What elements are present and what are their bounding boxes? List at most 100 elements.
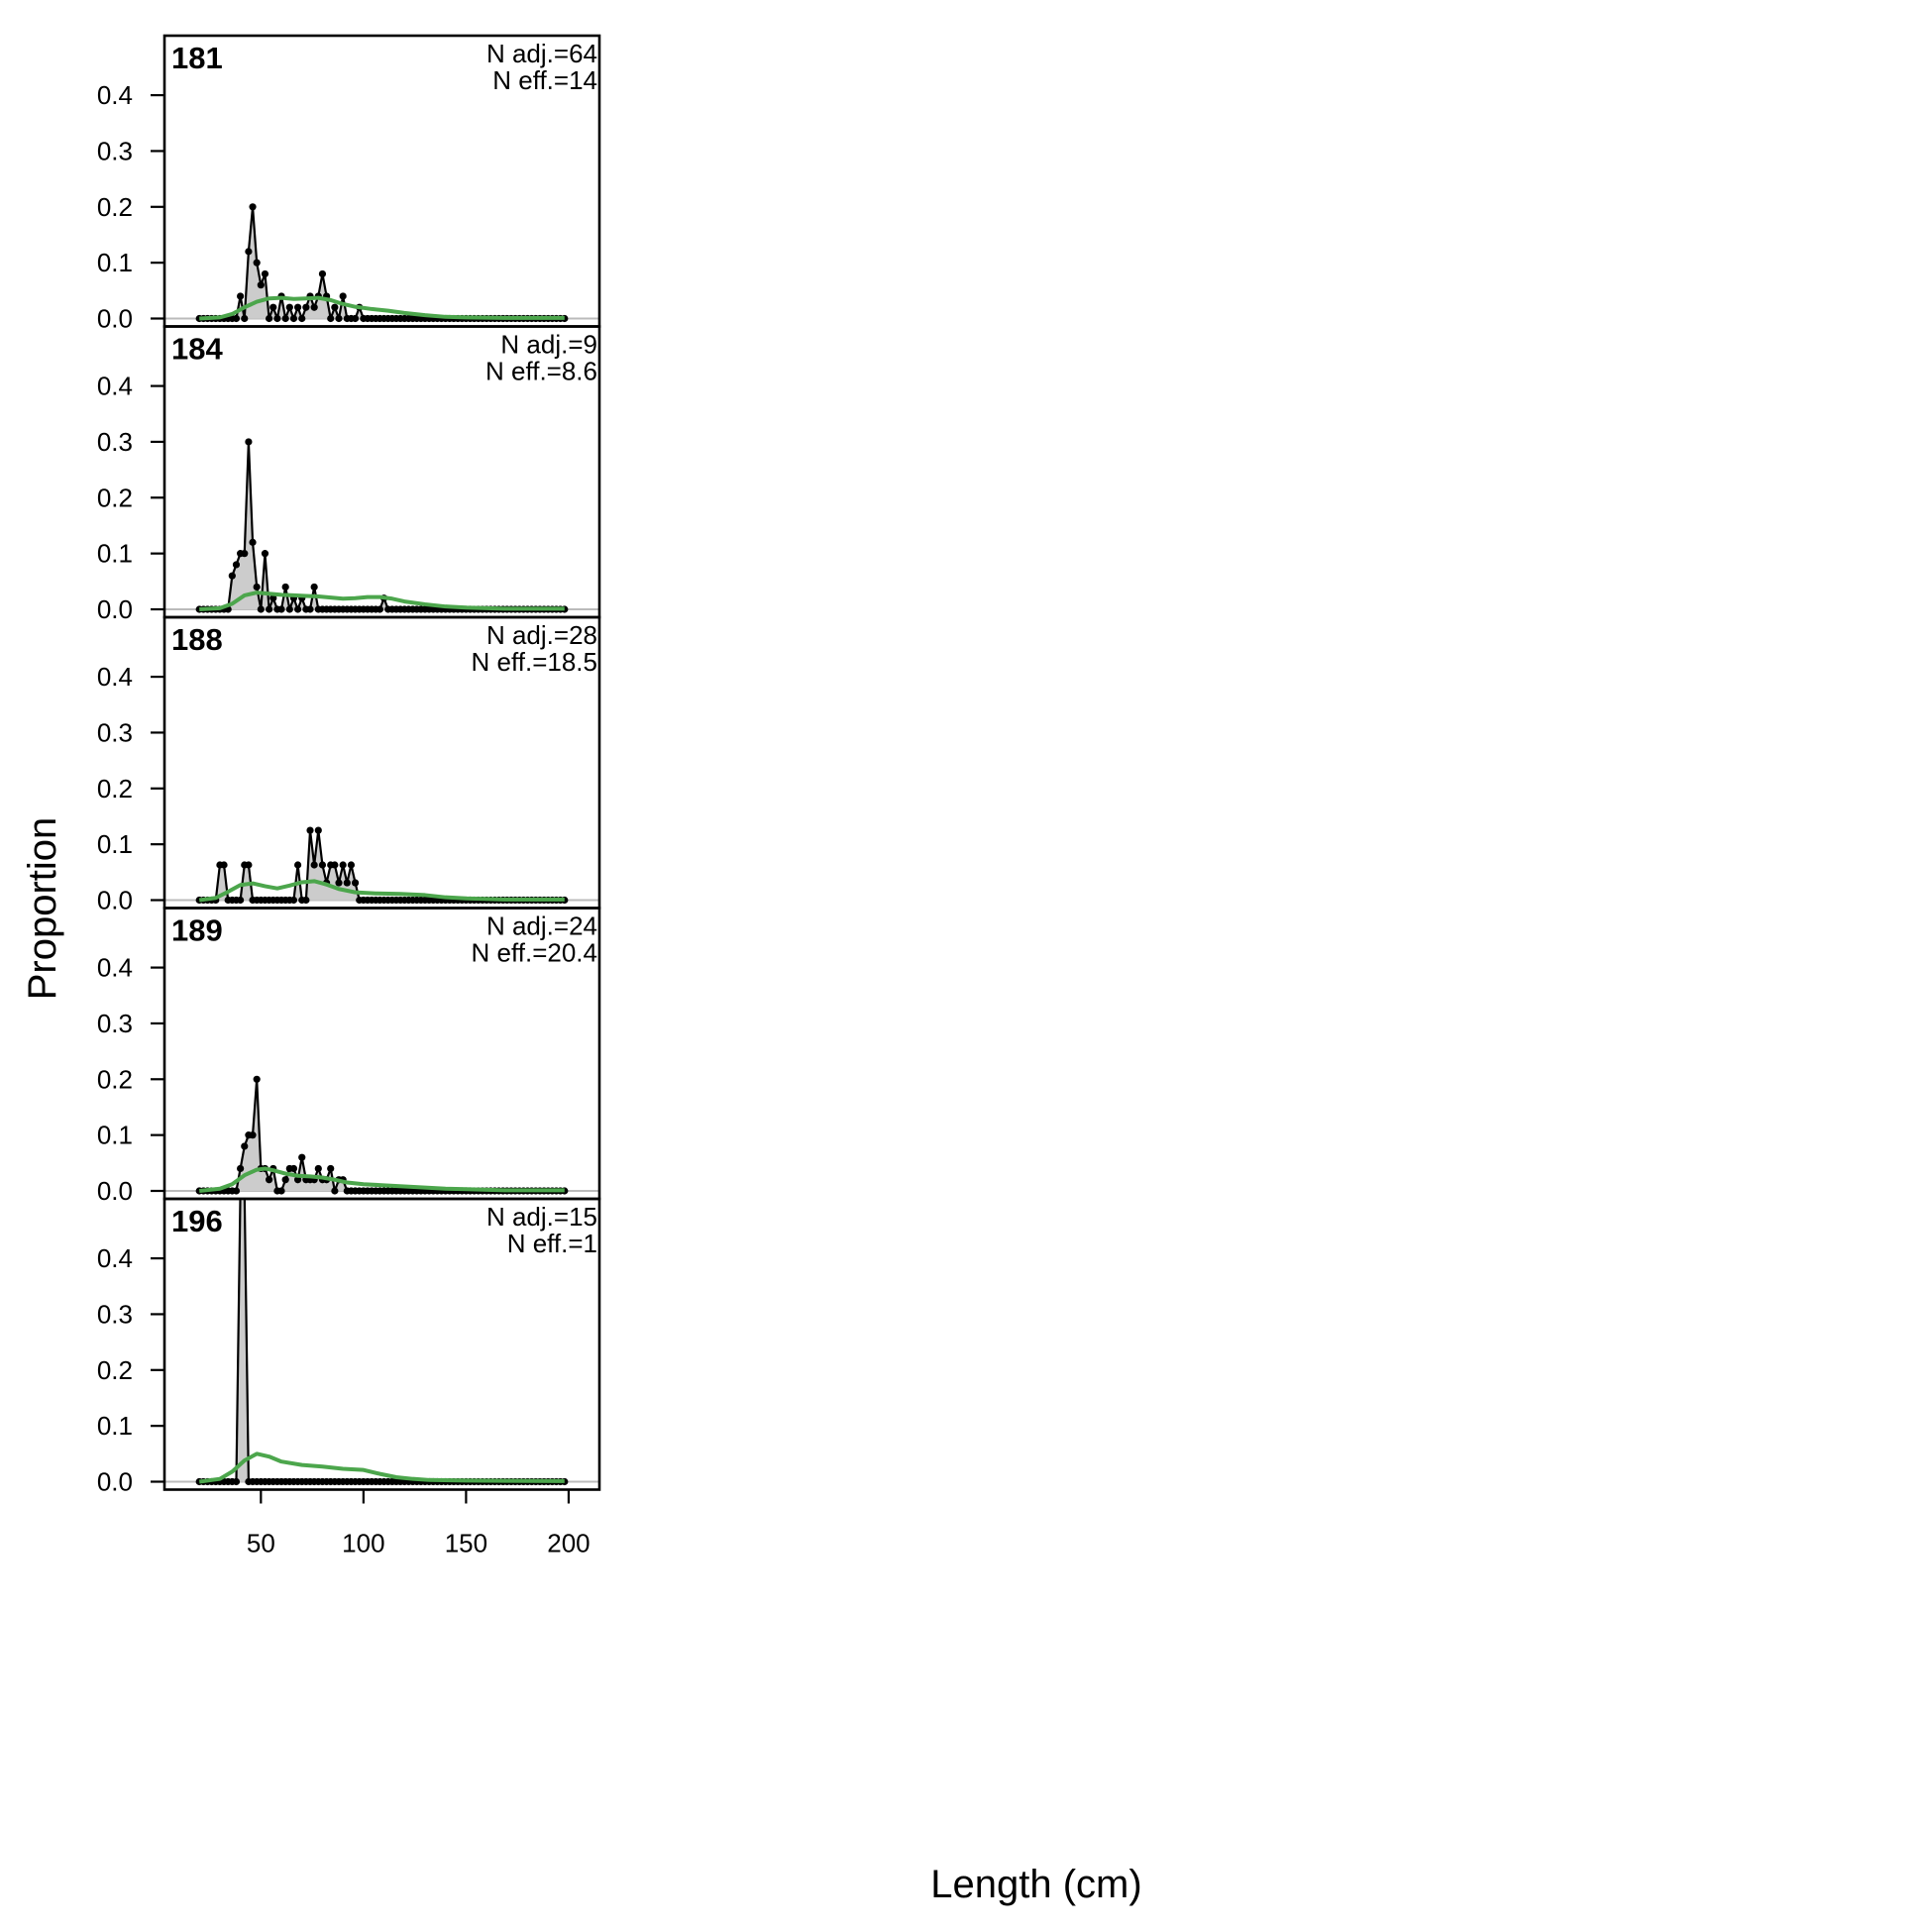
observed-point bbox=[339, 292, 347, 300]
y-tick-label: 0.4 bbox=[97, 372, 133, 401]
panel-plot-area bbox=[164, 1199, 599, 1486]
y-tick-label: 0.3 bbox=[97, 1299, 133, 1329]
observed-point bbox=[241, 550, 249, 558]
observed-point bbox=[298, 314, 306, 323]
y-tick-label: 0.1 bbox=[97, 1411, 133, 1441]
observed-point bbox=[249, 1131, 257, 1139]
observed-area bbox=[199, 441, 565, 609]
n-eff-label: N eff.=8.6 bbox=[485, 357, 597, 386]
observed-point bbox=[237, 1164, 245, 1173]
n-adj-label: N adj.=28 bbox=[486, 620, 597, 650]
y-tick-label: 0.1 bbox=[97, 1121, 133, 1150]
n-eff-label: N eff.=18.5 bbox=[472, 647, 597, 677]
observed-point bbox=[232, 561, 241, 569]
y-tick-label: 0.3 bbox=[97, 717, 133, 747]
observed-point bbox=[232, 1187, 241, 1195]
y-tick-label: 0.3 bbox=[97, 136, 133, 165]
y-tick-label: 0.0 bbox=[97, 886, 133, 915]
panel-label: 189 bbox=[171, 913, 223, 948]
observed-point bbox=[281, 1176, 289, 1184]
observed-point bbox=[335, 879, 343, 887]
observed-point bbox=[249, 203, 257, 211]
y-tick-label: 0.1 bbox=[97, 248, 133, 277]
panel-label: 181 bbox=[171, 41, 223, 75]
n-adj-label: N adj.=24 bbox=[486, 912, 597, 941]
y-tick-label: 0.0 bbox=[97, 1176, 133, 1206]
observed-point bbox=[306, 826, 314, 834]
y-tick-label: 0.2 bbox=[97, 1064, 133, 1094]
panel-181: 0.0 0.1 0.2 0.3 0.4 181 N adj.=64N eff.=14 bbox=[97, 34, 601, 334]
n-eff-label: N eff.=1 bbox=[507, 1229, 597, 1258]
panel-label: 196 bbox=[171, 1204, 223, 1238]
observed-area bbox=[199, 830, 565, 901]
observed-point bbox=[281, 583, 289, 591]
observed-point bbox=[220, 861, 228, 869]
observed-point bbox=[285, 303, 293, 311]
panel-plot-area bbox=[164, 1075, 599, 1195]
observed-point bbox=[228, 572, 236, 580]
y-tick-label: 0.4 bbox=[97, 80, 133, 110]
observed-point bbox=[245, 438, 253, 446]
observed-point bbox=[277, 605, 285, 613]
panel-plot-area bbox=[164, 203, 599, 323]
y-tick-label: 0.2 bbox=[97, 774, 133, 804]
observed-point bbox=[351, 879, 360, 887]
y-tick-label: 0.1 bbox=[97, 829, 133, 859]
observed-point bbox=[302, 896, 310, 905]
observed-point bbox=[257, 605, 265, 613]
observed-point bbox=[237, 896, 245, 905]
observed-point bbox=[237, 292, 245, 300]
x-tick-label: 200 bbox=[547, 1529, 590, 1558]
observed-point bbox=[261, 550, 269, 558]
observed-point bbox=[245, 861, 253, 869]
observed-point bbox=[257, 281, 265, 289]
n-adj-label: N adj.=15 bbox=[486, 1202, 597, 1232]
observed-point bbox=[343, 879, 351, 887]
observed-point bbox=[277, 1187, 285, 1195]
observed-point bbox=[253, 583, 261, 591]
observed-point bbox=[335, 314, 343, 323]
observed-point bbox=[331, 1187, 339, 1195]
observed-point bbox=[289, 896, 298, 905]
observed-point bbox=[327, 1164, 335, 1173]
observed-point bbox=[318, 269, 327, 278]
observed-point bbox=[331, 861, 339, 869]
observed-point bbox=[266, 605, 273, 613]
y-tick-label: 0.2 bbox=[97, 483, 133, 512]
panel-188: 0.0 0.1 0.2 0.3 0.4 188 N adj.=28N eff.=18.5 bbox=[97, 615, 601, 915]
observed-point bbox=[298, 1153, 306, 1161]
observed-point bbox=[293, 1176, 302, 1184]
observed-point bbox=[281, 314, 289, 323]
observed-point bbox=[232, 314, 241, 323]
expected-line bbox=[198, 1166, 565, 1193]
x-axis-label: Length (cm) bbox=[930, 1863, 1141, 1906]
observed-point bbox=[293, 605, 302, 613]
observed-point bbox=[269, 303, 277, 311]
panel-184: 0.0 0.1 0.2 0.3 0.4 184 N adj.=9N eff.=8.6 bbox=[97, 325, 601, 624]
expected-line bbox=[199, 590, 565, 611]
observed-point bbox=[289, 314, 298, 323]
y-tick-label: 0.4 bbox=[97, 662, 133, 692]
y-tick-label: 0.0 bbox=[97, 1467, 133, 1497]
y-axis-label: Proportion bbox=[21, 817, 64, 1001]
observed-point bbox=[241, 314, 249, 323]
observed-point bbox=[327, 314, 335, 323]
x-tick-label: 50 bbox=[247, 1529, 275, 1558]
y-tick-label: 0.3 bbox=[97, 427, 133, 457]
observed-point bbox=[314, 1164, 322, 1173]
observed-point bbox=[232, 1477, 241, 1486]
observed-point bbox=[331, 303, 339, 311]
x-tick-label: 150 bbox=[445, 1529, 487, 1558]
panel-label: 184 bbox=[171, 332, 223, 367]
y-tick-label: 0.0 bbox=[97, 304, 133, 334]
observed-point bbox=[273, 314, 281, 323]
observed-point bbox=[293, 861, 302, 869]
observed-point bbox=[253, 1075, 261, 1083]
observed-point bbox=[310, 861, 318, 869]
observed-point bbox=[310, 303, 318, 311]
n-eff-label: N eff.=20.4 bbox=[472, 938, 597, 968]
observed-point bbox=[351, 314, 360, 323]
panel-frame bbox=[162, 1197, 601, 1491]
